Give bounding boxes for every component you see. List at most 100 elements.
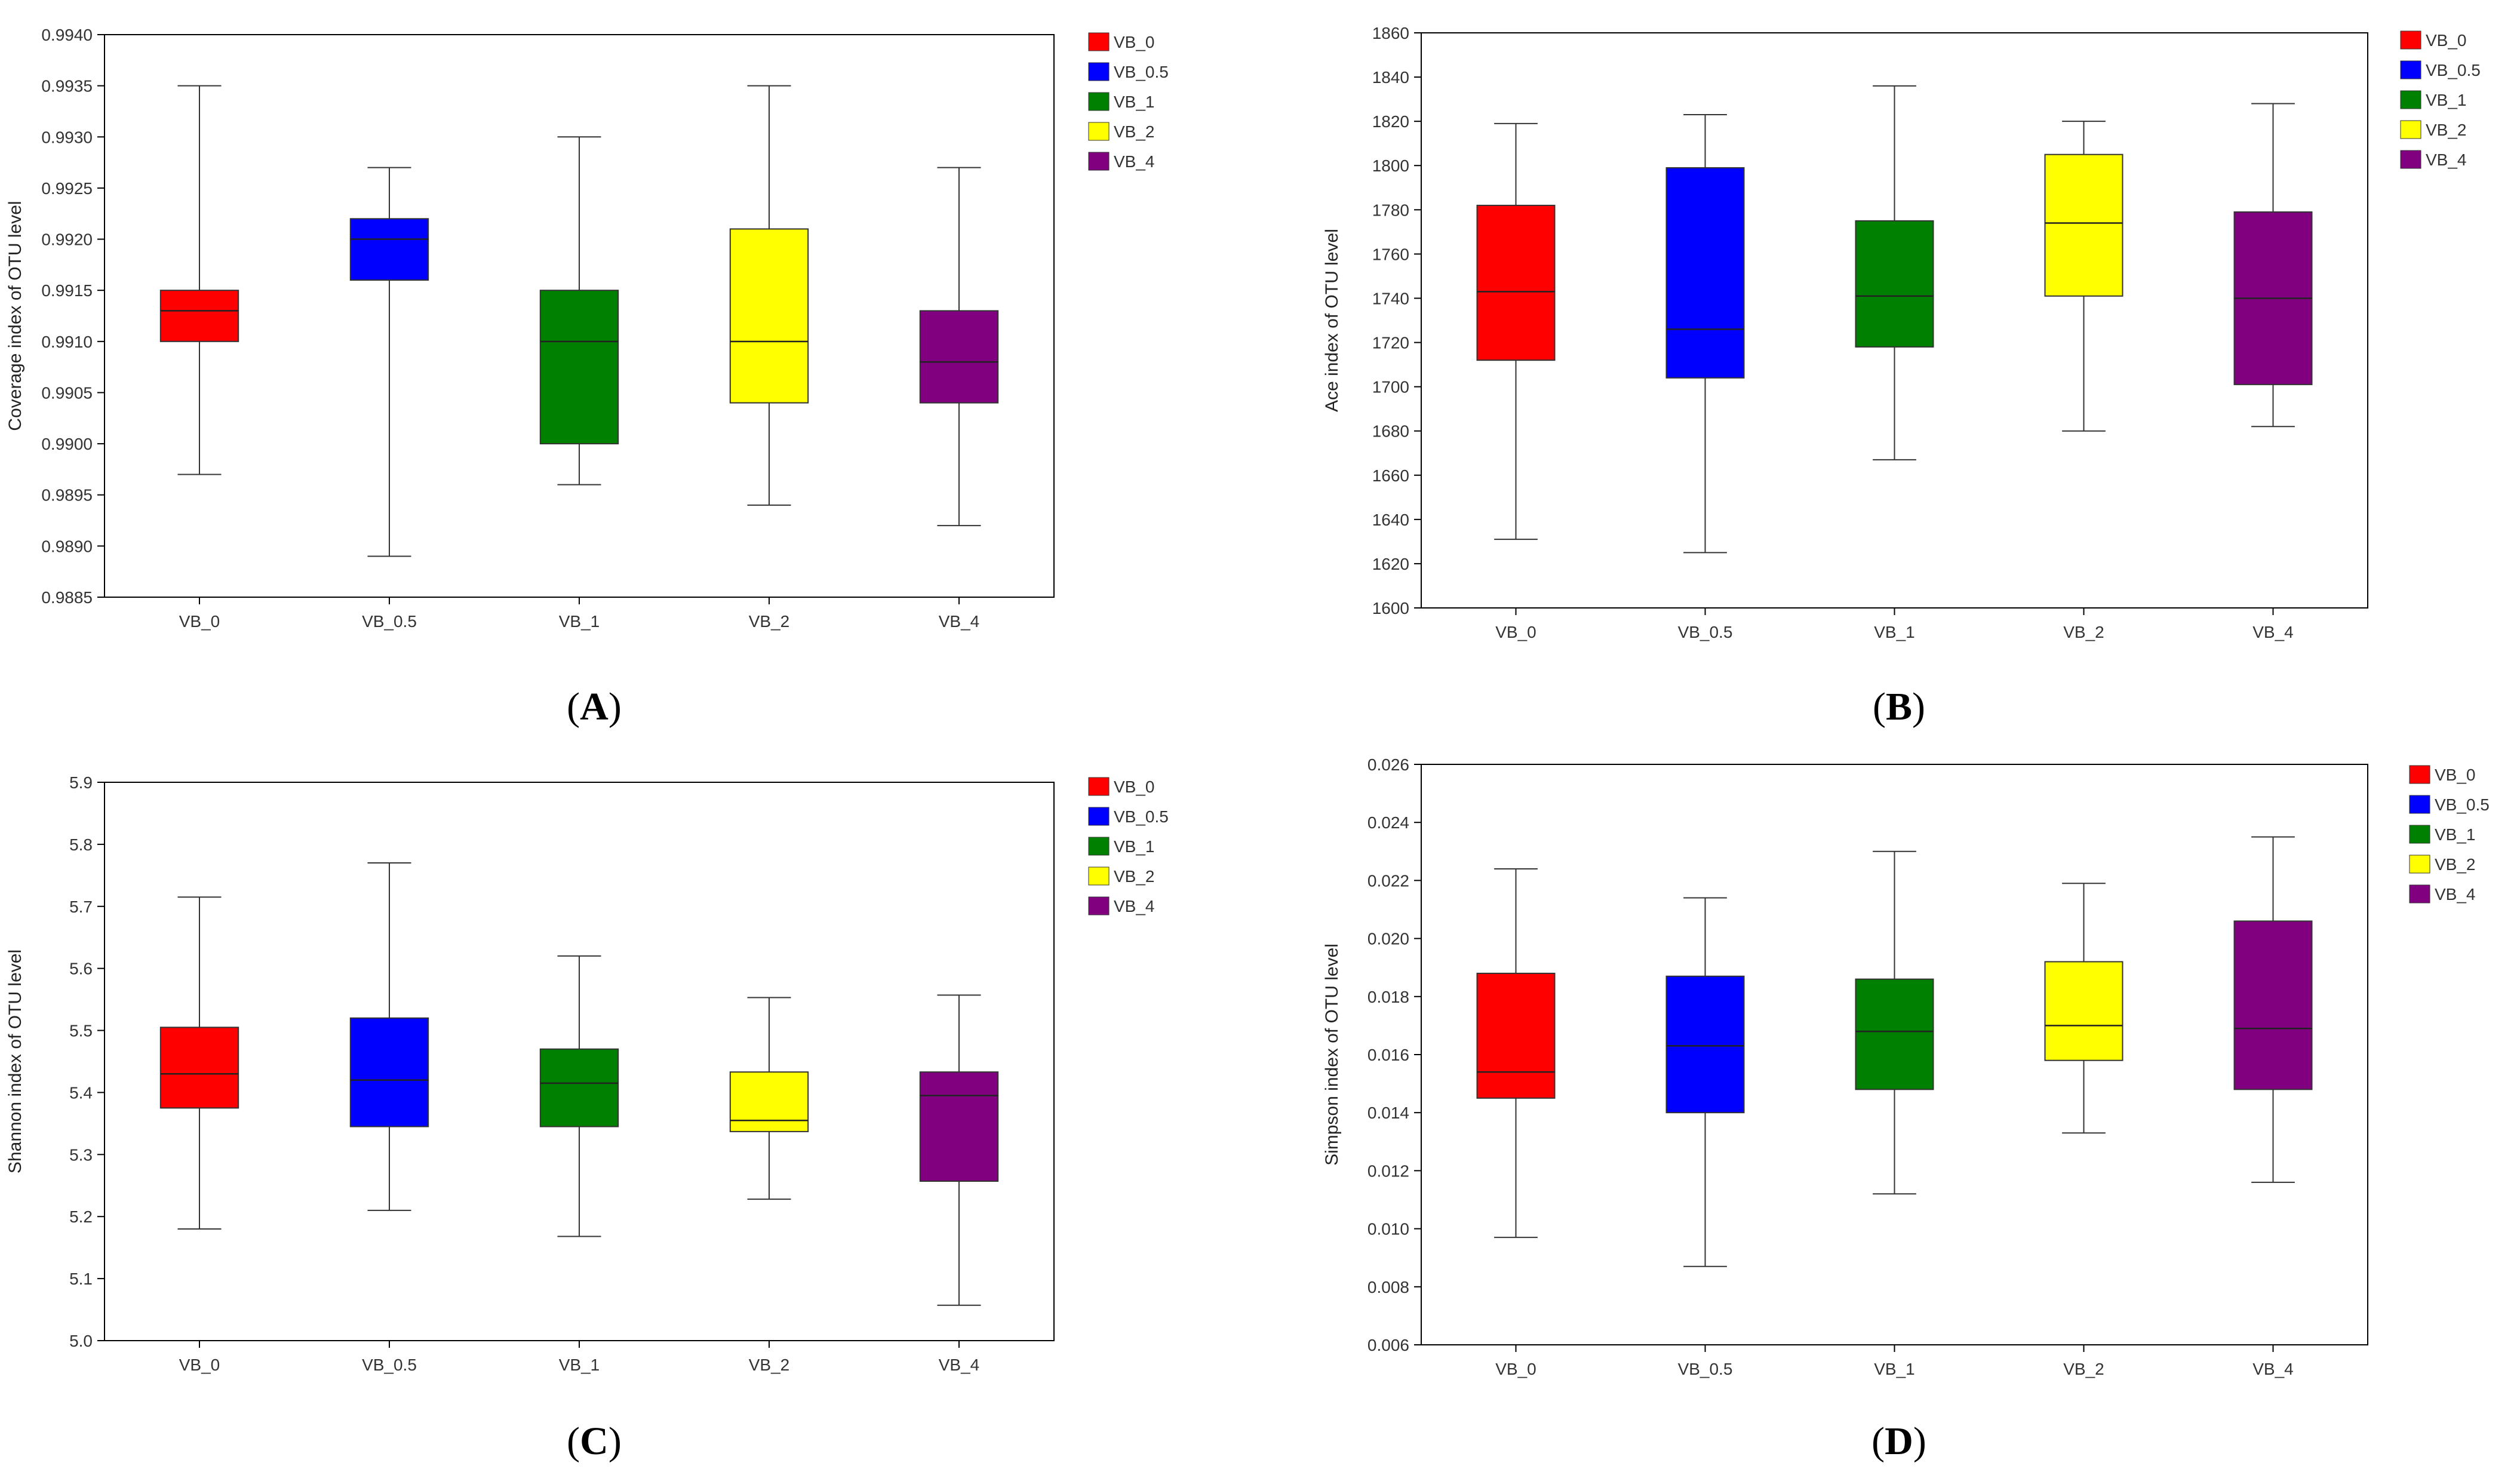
x-tick-label: VB_4	[2252, 623, 2294, 641]
legend-label: VB_2	[2426, 121, 2467, 139]
y-tick-label: 1600	[1372, 599, 1409, 617]
caption-letter: A	[580, 685, 609, 729]
caption-letter: B	[1886, 685, 1912, 729]
box-iqr	[539, 1048, 619, 1127]
legend-label: VB_0	[1114, 778, 1155, 796]
box-VB_2	[729, 997, 809, 1200]
caption-close: )	[1913, 1419, 1926, 1463]
caption-letter: D	[1885, 1419, 1913, 1463]
box-iqr	[1665, 975, 1745, 1114]
x-tick-label: VB_1	[559, 612, 600, 631]
x-tick-label: VB_0.5	[362, 612, 417, 631]
legend-label: VB_1	[2435, 825, 2476, 844]
legend-label: VB_4	[1114, 152, 1155, 171]
y-tick-label: 5.3	[69, 1145, 93, 1164]
box-iqr	[1476, 972, 1556, 1099]
legend-swatch-VB_0	[2400, 30, 2421, 50]
box-iqr	[1476, 204, 1556, 361]
legend-label: VB_0	[2435, 766, 2476, 784]
box-iqr	[159, 1027, 239, 1109]
caption-open: (	[1873, 685, 1886, 729]
legend-swatch-VB_1	[1088, 92, 1110, 111]
legend-swatch-VB_1	[2409, 825, 2430, 844]
y-tick-label: 0.9890	[41, 537, 93, 555]
legend-swatch-VB_4	[1088, 896, 1110, 915]
legend-label: VB_4	[1114, 897, 1155, 915]
box-VB_1	[539, 955, 619, 1237]
y-tick-label: 0.9900	[41, 435, 93, 453]
legend-label: VB_2	[1114, 867, 1155, 886]
legend-label: VB_0.5	[2426, 61, 2481, 79]
y-tick-label: 1680	[1372, 422, 1409, 441]
legend-swatch-VB_2	[1088, 122, 1110, 141]
y-tick-label: 0.9885	[41, 588, 93, 607]
box-iqr	[1855, 978, 1934, 1090]
legend-swatch-VB_1	[2400, 90, 2421, 109]
box-VB_0	[159, 896, 239, 1230]
legend-swatch-VB_2	[2400, 120, 2421, 139]
legend-swatch-VB_0.5	[2400, 60, 2421, 79]
legend-label: VB_4	[2435, 885, 2476, 904]
x-tick-label: VB_0	[179, 1356, 220, 1374]
box-VB_2	[729, 85, 809, 506]
box-iqr	[729, 228, 809, 404]
y-tick-label: 1700	[1372, 378, 1409, 397]
caption-letter: C	[580, 1419, 609, 1463]
x-tick-label: VB_1	[559, 1356, 600, 1374]
legend-label: VB_0.5	[1114, 63, 1169, 81]
y-tick-label: 1840	[1372, 68, 1409, 87]
box-iqr	[2044, 153, 2123, 297]
box-VB_1	[1855, 850, 1934, 1195]
y-tick-label: 1740	[1372, 289, 1409, 308]
box-VB_0.5	[1665, 114, 1745, 554]
box-VB_4	[2233, 836, 2313, 1183]
y-tick-label: 0.020	[1367, 930, 1409, 948]
x-tick-label: VB_2	[749, 612, 790, 631]
legend-label: VB_2	[2435, 855, 2476, 874]
y-tick-label: 0.9910	[41, 333, 93, 351]
legend: VB_0 VB_0.5 VB_1 VB_2 VB_4	[2409, 765, 2490, 904]
x-tick-label: VB_0.5	[362, 1356, 417, 1374]
legend-label: VB_0	[2426, 31, 2467, 50]
box-VB_4	[919, 167, 999, 527]
box-iqr	[2044, 961, 2123, 1061]
box-VB_0	[159, 85, 239, 475]
box-VB_0	[1476, 868, 1556, 1239]
legend-swatch-VB_1	[1088, 837, 1110, 856]
box-VB_0.5	[1665, 897, 1745, 1267]
y-tick-label: 1620	[1372, 555, 1409, 573]
y-axis-label: Coverage index of OTU level	[5, 201, 25, 431]
legend: VB_0 VB_0.5 VB_1 VB_2 VB_4	[2400, 30, 2481, 169]
y-tick-label: 0.9940	[41, 26, 93, 44]
box-iqr	[919, 1071, 999, 1182]
y-tick-label: 0.9935	[41, 77, 93, 96]
y-tick-label: 1660	[1372, 466, 1409, 485]
legend-swatch-VB_2	[2409, 855, 2430, 874]
y-tick-label: 0.9920	[41, 231, 93, 249]
legend-swatch-VB_0	[1088, 777, 1110, 796]
y-tick-label: 1760	[1372, 245, 1409, 263]
caption-open: (	[567, 1419, 580, 1463]
legend-label: VB_1	[1114, 837, 1155, 856]
box-iqr	[349, 218, 429, 281]
legend: VB_0 VB_0.5 VB_1 VB_2 VB_4	[1088, 777, 1169, 915]
panel-caption: (A)	[567, 685, 622, 729]
y-tick-label: 1800	[1372, 156, 1409, 175]
y-tick-label: 0.9905	[41, 383, 93, 402]
legend-label: VB_0	[1114, 33, 1155, 51]
box-iqr	[1855, 220, 1934, 348]
y-tick-label: 1640	[1372, 511, 1409, 529]
x-tick-label: VB_2	[749, 1356, 790, 1374]
x-tick-label: VB_2	[2063, 1360, 2104, 1378]
box-VB_4	[919, 994, 999, 1306]
panel-caption: (C)	[567, 1419, 622, 1463]
y-tick-label: 0.006	[1367, 1336, 1409, 1354]
y-tick-label: 0.026	[1367, 755, 1409, 774]
y-tick-label: 0.024	[1367, 813, 1409, 832]
legend-label: VB_2	[1114, 122, 1155, 141]
y-tick-label: 1720	[1372, 334, 1409, 352]
panel-A: 0.9885 0.9890 0.9895 0.9900 0.9905 0.9910 0.99…	[5, 26, 1169, 729]
box-iqr	[2233, 920, 2313, 1090]
x-tick-label: VB_1	[1874, 1360, 1915, 1378]
y-tick-label: 1860	[1372, 24, 1409, 42]
